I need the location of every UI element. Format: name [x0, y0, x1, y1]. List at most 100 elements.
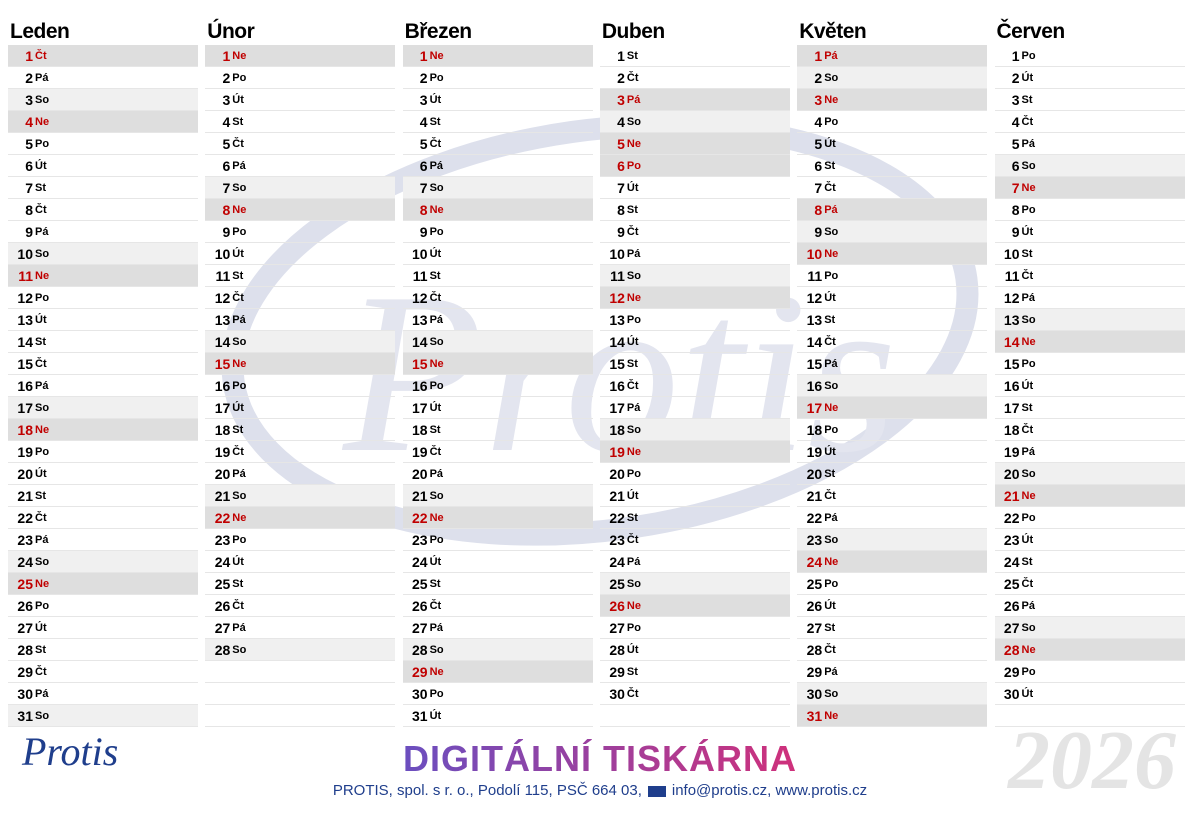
weekday: Ne [1021, 182, 1036, 194]
day-row: 23 Pá [8, 529, 198, 551]
day-row: 31 Ne [797, 705, 988, 727]
day-number: 8 [222, 202, 231, 218]
weekday: Ne [429, 358, 444, 370]
day-row: 19 Út [797, 441, 988, 463]
day-number: 1 [1011, 48, 1020, 64]
day-row: 22 Pá [797, 507, 988, 529]
day-number: 3 [222, 92, 231, 108]
day-number: 4 [25, 114, 33, 130]
day-row: 20 Pá [402, 463, 593, 485]
day-number: 4 [419, 114, 428, 130]
day-number: 13 [806, 312, 823, 328]
day-number: 30 [17, 686, 33, 702]
weekday: Út [35, 468, 47, 480]
day-number: 26 [806, 598, 823, 614]
day-row: 4 St [205, 111, 396, 133]
day-row: 31 Út [402, 705, 593, 727]
day-row: 13 Út [8, 309, 198, 331]
day-row [994, 705, 1185, 727]
weekday: St [1021, 94, 1033, 106]
day-row: 16 So [797, 375, 988, 397]
day-row: 14 Ne [994, 331, 1185, 353]
day-number: 11 [215, 268, 231, 284]
day-number: 8 [814, 202, 823, 218]
weekday: Čt [1021, 578, 1034, 590]
day-row: 21 Čt [797, 485, 988, 507]
day-row: 28 So [205, 639, 396, 661]
day-row: 10 Pá [599, 243, 790, 265]
day-number: 26 [412, 598, 428, 614]
weekday: St [626, 50, 638, 62]
day-row: 17 St [994, 397, 1185, 419]
weekday: Čt [232, 138, 244, 150]
weekday: Po [232, 534, 247, 546]
day-number: 28 [17, 642, 33, 658]
weekday: Čt [1021, 270, 1034, 282]
day-row [205, 705, 396, 727]
weekday: Út [626, 644, 639, 656]
day-row: 14 Čt [797, 331, 988, 353]
weekday: Čt [626, 72, 639, 84]
weekday: Pá [232, 314, 246, 326]
day-row: 2 Út [994, 67, 1185, 89]
weekday: Po [1021, 512, 1036, 524]
day-row: 4 Čt [994, 111, 1185, 133]
weekday: Ne [824, 402, 839, 414]
day-number: 6 [25, 158, 33, 174]
day-number: 6 [419, 158, 428, 174]
weekday: Čt [35, 204, 47, 216]
day-row: 3 Pá [599, 89, 790, 111]
day-row: 27 St [797, 617, 988, 639]
weekday: Pá [429, 622, 444, 634]
weekday: So [429, 182, 444, 194]
month-name: Březen [404, 20, 473, 43]
day-row: 15 Ne [205, 353, 396, 375]
day-row: 31 So [8, 705, 198, 727]
day-row: 30 So [797, 683, 988, 705]
weekday: St [1021, 556, 1033, 568]
day-row: 10 St [994, 243, 1185, 265]
weekday: St [626, 512, 638, 524]
year: 2026 [1008, 714, 1176, 807]
day-row: 23 So [797, 529, 988, 551]
day-row: 11 Ne [8, 265, 198, 287]
weekday: St [429, 424, 441, 436]
weekday: Čt [35, 50, 47, 62]
day-row: 4 Ne [8, 111, 198, 133]
day-row: 7 Út [599, 177, 790, 199]
day-row: 4 So [599, 111, 790, 133]
day-number: 14 [609, 334, 625, 350]
weekday: Čt [429, 446, 442, 458]
weekday: Pá [1021, 446, 1035, 458]
day-row: 8 Ne [205, 199, 396, 221]
day-row: 13 St [797, 309, 988, 331]
day-number: 15 [1003, 356, 1020, 372]
weekday: Ne [35, 116, 50, 128]
day-row: 14 So [402, 331, 593, 353]
day-number: 18 [806, 422, 823, 438]
weekday: So [35, 94, 50, 106]
day-row: 20 So [994, 463, 1185, 485]
weekday: Čt [626, 226, 639, 238]
weekday: Po [626, 622, 641, 634]
day-row: 24 Pá [599, 551, 790, 573]
day-number: 27 [1003, 620, 1020, 636]
weekday: Po [35, 292, 50, 304]
day-number: 20 [806, 466, 823, 482]
day-number: 30 [1003, 686, 1020, 702]
weekday: So [824, 72, 839, 84]
day-number: 12 [609, 290, 625, 306]
day-number: 29 [1003, 664, 1020, 680]
day-number: 10 [17, 246, 33, 262]
day-number: 20 [214, 466, 231, 482]
weekday: So [626, 578, 641, 590]
day-row: 3 St [994, 89, 1185, 111]
day-row: 2 Po [402, 67, 593, 89]
weekday: St [429, 116, 441, 128]
day-row: 21 So [402, 485, 593, 507]
day-number: 7 [1011, 180, 1020, 196]
day-row: 19 Pá [994, 441, 1185, 463]
weekday: Pá [232, 160, 246, 172]
day-row: 8 Po [994, 199, 1185, 221]
